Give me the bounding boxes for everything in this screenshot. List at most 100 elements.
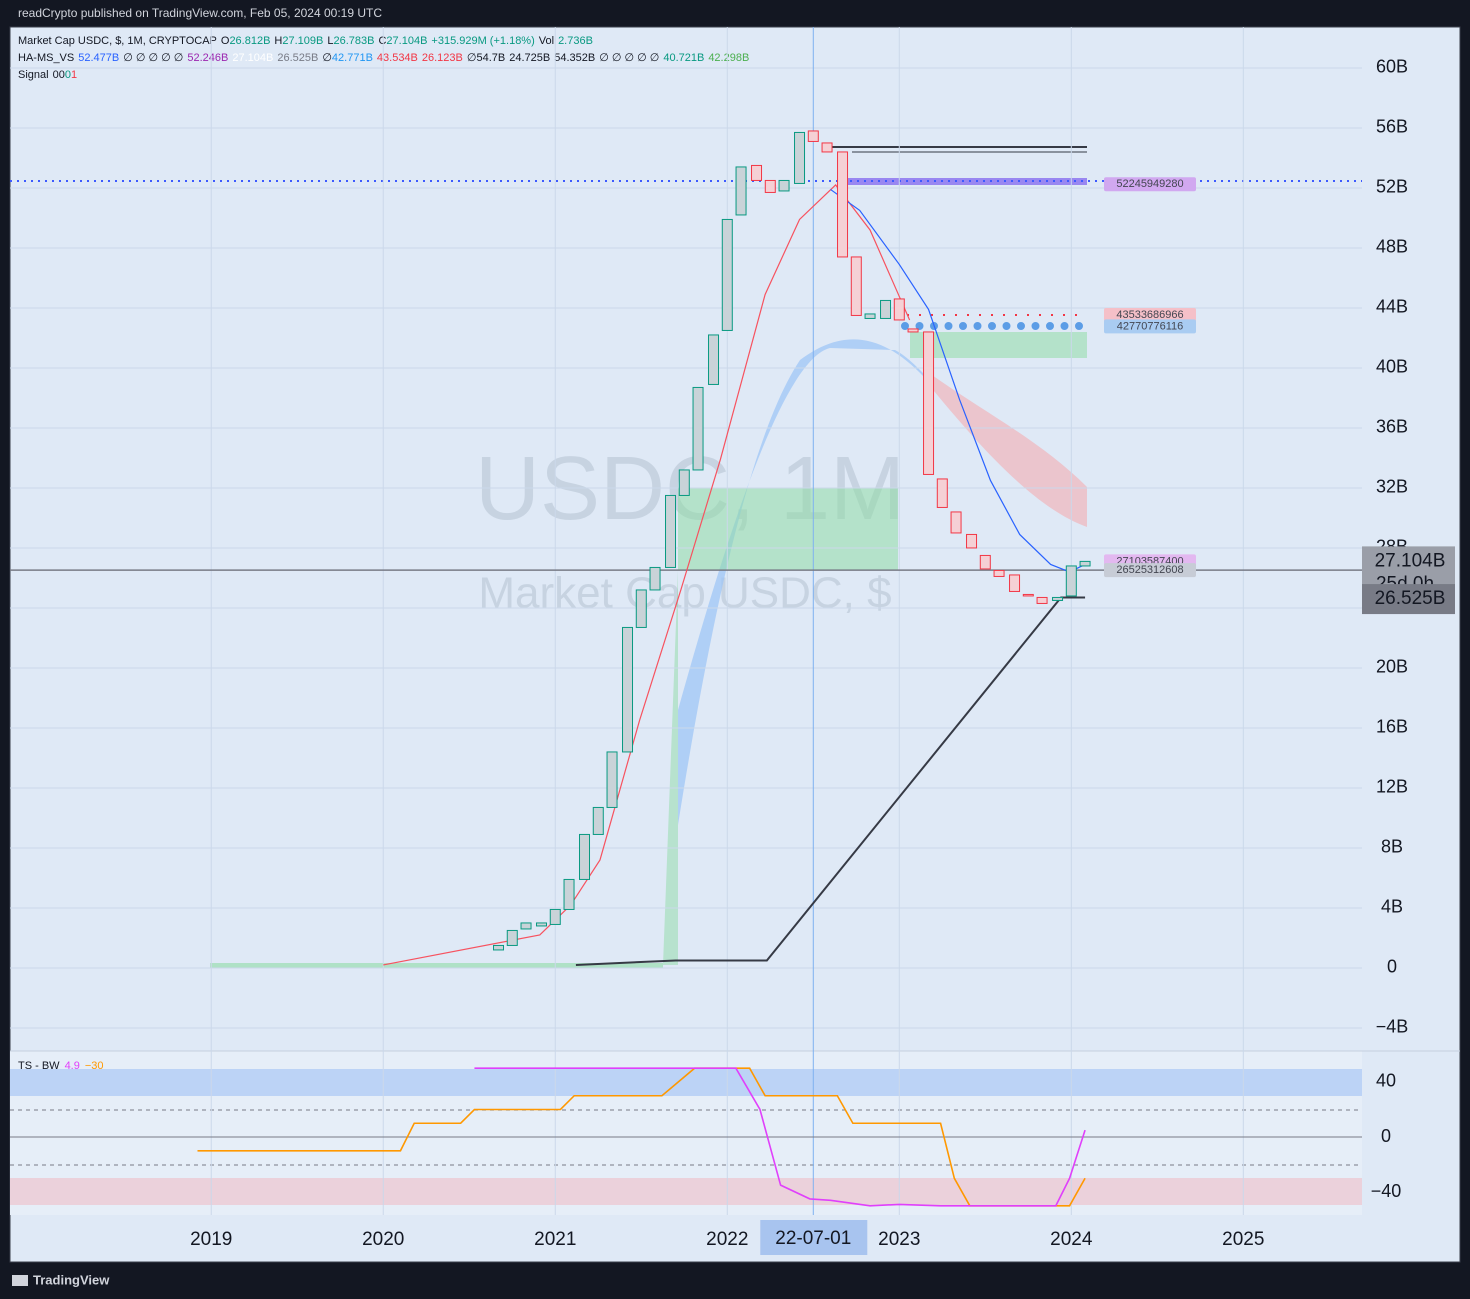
legend-item: Signal <box>18 69 49 81</box>
y-tick-label: 0 <box>1381 1126 1391 1146</box>
candle-body <box>764 179 776 193</box>
legend-item: ∅ <box>467 52 477 64</box>
legend-item: 0 <box>59 69 65 81</box>
candle-body <box>635 589 647 628</box>
x-tick-label: 2020 <box>362 1229 404 1250</box>
brand-logo <box>12 1275 28 1286</box>
candle-body <box>966 533 978 549</box>
band-pink <box>10 1178 1362 1205</box>
y-tick-label: 56B <box>1376 117 1408 137</box>
legend-item: ∅ <box>322 52 332 64</box>
legend-item: 0 <box>65 69 71 81</box>
candle-body <box>923 331 935 475</box>
legend-item: 52.477B <box>78 52 119 64</box>
candle-body <box>880 299 892 319</box>
y-tick-label: 16B <box>1376 717 1408 737</box>
candle-body <box>622 626 634 753</box>
legend-item: +315.929M (+1.18%) <box>431 35 534 47</box>
candle-body <box>936 478 948 508</box>
candle-body <box>1036 596 1048 604</box>
x-tick-label: 2023 <box>878 1229 920 1250</box>
candle-body <box>950 511 962 534</box>
price-tag <box>1104 307 1196 322</box>
candle-body <box>665 494 677 568</box>
candle-body <box>563 878 575 910</box>
zone-green <box>678 488 898 570</box>
indicator-line <box>830 188 1086 573</box>
legend-item: 27.104B <box>232 52 273 64</box>
candle-body <box>592 806 604 835</box>
legend-item: 42.298B <box>708 52 749 64</box>
candle-body <box>1052 596 1064 601</box>
price-tag-label: 42770776116 <box>1117 320 1183 332</box>
x-tick-label: 2024 <box>1050 1229 1093 1250</box>
published: readCrypto published on TradingView.com,… <box>18 6 382 20</box>
candle-body <box>979 554 991 570</box>
candle-body <box>864 313 876 319</box>
legend-item: Vol <box>539 35 554 47</box>
legend-item: 54.7B <box>476 52 505 64</box>
x-tick-label: 2025 <box>1222 1229 1264 1250</box>
legend-item: 26.783B <box>333 35 374 47</box>
x-tick-label: 2022 <box>706 1229 748 1250</box>
candle-body <box>606 751 618 808</box>
y-tick-label: 8B <box>1381 837 1403 857</box>
candle-body <box>506 929 518 946</box>
candle-body <box>520 922 532 930</box>
legend-item: 54.352B <box>554 52 595 64</box>
y-tick-label: 40 <box>1376 1071 1396 1091</box>
legend-item: 40.721B <box>663 52 704 64</box>
legend-item: 43.534B <box>377 52 418 64</box>
y-tick-label: 20B <box>1376 657 1408 677</box>
legend-item: 42.771B <box>332 52 373 64</box>
x-tick-label: 2019 <box>190 1229 232 1250</box>
last-price: 27.104B <box>1375 550 1446 571</box>
candle-body <box>1065 565 1077 597</box>
candle-body <box>735 166 747 216</box>
legend-item: HA-MS_VS <box>18 52 74 64</box>
legend-item: 26.525B <box>277 52 318 64</box>
candle-body <box>721 218 733 331</box>
candle-body <box>579 833 591 880</box>
legend-row: Signal 0001 <box>18 69 77 81</box>
y-tick-label: 12B <box>1376 777 1408 797</box>
legend-item: 27.104B <box>386 35 427 47</box>
legend-item: 26.123B <box>422 52 463 64</box>
legend-item: 1 <box>71 69 77 81</box>
price-tag <box>1104 177 1196 192</box>
legend-item: 26.812B <box>229 35 270 47</box>
y-tick-label: 52B <box>1376 177 1408 197</box>
pane-value: −30 <box>85 1060 104 1072</box>
legend-row: Market Cap USDC, $, 1M, CRYPTOCAP O26.812… <box>18 35 593 47</box>
legend-item: O <box>221 35 230 47</box>
candle-body <box>850 256 862 316</box>
price-tag-label: 52245949280 <box>1116 178 1183 190</box>
candle-body <box>794 131 806 184</box>
y-tick-label: 32B <box>1376 477 1408 497</box>
legend-item: Market Cap USDC, $, 1M, CRYPTOCAP <box>18 35 217 47</box>
y-tick-label: 44B <box>1376 297 1408 317</box>
y-tick-label: 0 <box>1387 957 1397 977</box>
zone-green <box>663 570 678 965</box>
legend-item: 2.736B <box>558 35 593 47</box>
pane-title: TS - BW <box>18 1060 60 1072</box>
candle-body <box>993 569 1005 577</box>
candle-body <box>907 328 919 333</box>
candle-body <box>821 142 833 153</box>
legend-item: H <box>274 35 282 47</box>
legend-item: C <box>378 35 386 47</box>
y-tick-label: 36B <box>1376 417 1408 437</box>
candle-body <box>751 164 763 181</box>
y-tick-label: 48B <box>1376 237 1408 257</box>
candle-body <box>536 922 548 927</box>
legend-item: 27.109B <box>282 35 323 47</box>
x-tick-label: 2021 <box>534 1229 576 1250</box>
oscillator-line <box>474 1067 1086 1207</box>
candle-body <box>1009 574 1021 592</box>
y-tick-label: 60B <box>1376 57 1408 77</box>
candle-body <box>893 298 905 321</box>
y-tick-label: −4B <box>1376 1017 1409 1037</box>
legend-item: 0 <box>53 69 59 81</box>
candle-body <box>1079 560 1091 567</box>
